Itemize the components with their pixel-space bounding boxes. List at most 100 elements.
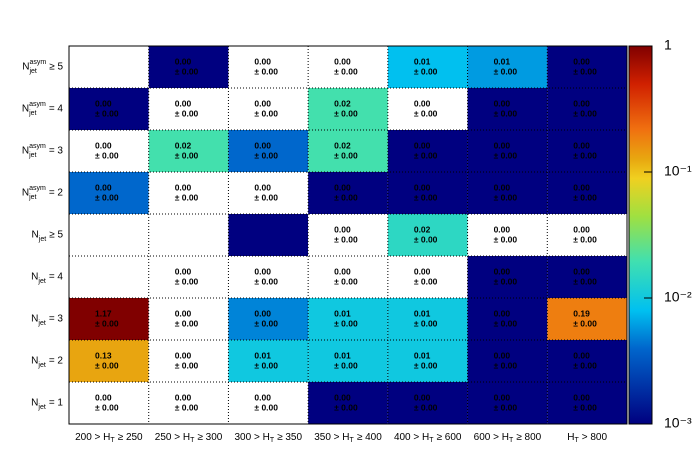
x-tick-label: 350 > HT ≥ 400 xyxy=(314,432,382,444)
cell-error: ± 0.00 xyxy=(175,150,199,160)
cell-error: ± 0.00 xyxy=(414,360,438,370)
cell-value: 0.00 xyxy=(334,392,351,402)
y-label-rel: = 4 xyxy=(49,272,64,283)
cell-value: 1.17 xyxy=(95,308,112,318)
x-label-main: 300 > H xyxy=(235,432,270,443)
cell xyxy=(467,382,548,424)
cell-value: 0.00 xyxy=(573,266,590,276)
cell-value: 0.02 xyxy=(334,140,351,150)
cell xyxy=(148,298,229,340)
cell-value: 0.00 xyxy=(254,182,271,192)
cell-value: 0.00 xyxy=(175,98,192,108)
z-tick-label: 10⁻² xyxy=(664,289,692,305)
y-label-rel: = 4 xyxy=(49,104,64,115)
y-label-sub: jet xyxy=(38,236,46,243)
cell xyxy=(69,172,149,214)
cell-value: 0.00 xyxy=(254,392,271,402)
cell-error: ± 0.00 xyxy=(334,360,358,370)
cell-value: 0.02 xyxy=(334,98,351,108)
x-label-main: H xyxy=(567,432,574,443)
cell-error: ± 0.00 xyxy=(334,318,358,328)
y-label-rel: = 2 xyxy=(49,188,64,199)
x-tick-label: 300 > HT ≥ 350 xyxy=(235,432,303,444)
cell-error: ± 0.00 xyxy=(494,402,518,412)
cell xyxy=(148,382,229,424)
y-label-main: N xyxy=(22,62,29,73)
cell-error: ± 0.00 xyxy=(494,150,518,160)
x-label-main: 600 > H xyxy=(474,432,509,443)
cell xyxy=(467,256,548,298)
y-label-rel: ≥ 5 xyxy=(49,230,63,241)
cell-error: ± 0.00 xyxy=(254,192,278,202)
cell-error: ± 0.00 xyxy=(175,192,199,202)
z-tick-label: 10⁻¹ xyxy=(664,163,692,179)
cell-value: 0.00 xyxy=(95,140,112,150)
cell-value: 0.00 xyxy=(414,140,431,150)
x-label-sub: T xyxy=(429,437,434,444)
cell-value: 0.00 xyxy=(494,182,511,192)
cell xyxy=(467,130,548,172)
cell-value: 0.00 xyxy=(175,350,192,360)
y-label-main: N xyxy=(31,272,38,283)
cell xyxy=(308,298,388,340)
cell xyxy=(387,298,468,340)
cell-value: 0.00 xyxy=(334,224,351,234)
x-label-sub: T xyxy=(350,437,355,444)
cell xyxy=(148,172,229,214)
x-label-rel: ≥ 350 xyxy=(277,432,302,443)
cell-error: ± 0.00 xyxy=(414,276,438,286)
cell-value: 0.00 xyxy=(494,140,511,150)
cell xyxy=(69,88,149,130)
cell xyxy=(547,298,627,340)
x-label-sub: T xyxy=(110,437,115,444)
cell-value: 0.00 xyxy=(175,182,192,192)
cell-value: 0.01 xyxy=(414,308,431,318)
cell-value: 0.00 xyxy=(414,392,431,402)
cell xyxy=(308,130,388,172)
cell xyxy=(148,130,229,172)
cell-value: 0.00 xyxy=(95,98,112,108)
x-label-main: 250 > H xyxy=(155,432,190,443)
cell-value: 0.00 xyxy=(494,350,511,360)
cell xyxy=(467,214,548,256)
cell-error: ± 0.00 xyxy=(95,402,119,412)
color-bar xyxy=(628,45,653,425)
y-label-main: N xyxy=(31,314,38,325)
cell-error: ± 0.00 xyxy=(95,360,119,370)
cell-error: ± 0.00 xyxy=(254,360,278,370)
cell xyxy=(387,382,468,424)
y-label-sub: jet xyxy=(37,278,45,285)
cell-value: 0.01 xyxy=(414,350,431,360)
cell-value: 0.00 xyxy=(254,98,271,108)
cell xyxy=(308,172,388,214)
cell xyxy=(148,256,229,298)
cell xyxy=(387,172,468,214)
y-label-sub: jet xyxy=(28,194,36,201)
cell xyxy=(69,298,149,340)
cell-value: 0.00 xyxy=(175,56,192,66)
x-label-sub: T xyxy=(509,437,514,444)
cell xyxy=(228,256,309,298)
cell xyxy=(467,46,548,88)
cell xyxy=(387,256,468,298)
z-tick-label: 1 xyxy=(664,37,672,53)
cell-value: 0.00 xyxy=(573,392,590,402)
cell xyxy=(547,172,627,214)
y-label-sup: asym xyxy=(29,185,46,192)
x-label-rel: ≥ 300 xyxy=(197,432,222,443)
y-label-rel: ≥ 5 xyxy=(49,62,63,73)
cell-error: ± 0.00 xyxy=(414,66,438,76)
cell-error: ± 0.00 xyxy=(95,108,119,118)
cell-value: 0.00 xyxy=(95,392,112,402)
y-label-sub: jet xyxy=(28,110,36,117)
cell-error: ± 0.00 xyxy=(175,318,199,328)
cell xyxy=(148,340,229,382)
cell-value: 0.00 xyxy=(573,56,590,66)
cell xyxy=(308,256,388,298)
cell-error: ± 0.00 xyxy=(254,402,278,412)
cell-error: ± 0.00 xyxy=(414,234,438,244)
